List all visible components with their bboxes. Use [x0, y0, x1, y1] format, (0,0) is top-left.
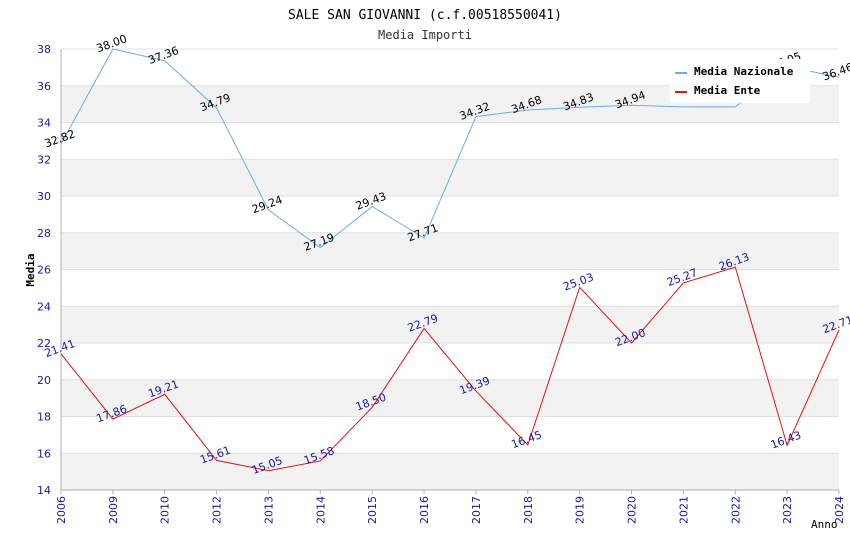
grid-band	[61, 306, 839, 343]
x-tick-label: 2009	[107, 496, 120, 524]
y-tick-label: 22	[37, 337, 51, 350]
x-ticks: 2006 2009 2010 2012 2013 2014 2015 2016 2017 2018…	[55, 490, 846, 524]
x-tick-label: 2018	[522, 496, 535, 524]
x-axis-label: Anno	[811, 518, 838, 531]
legend-label-media-ente: Media Ente	[694, 84, 761, 97]
y-tick-label: 18	[37, 411, 51, 424]
series-layer	[60, 48, 840, 472]
grid-band	[61, 343, 839, 380]
grid-band	[61, 416, 839, 454]
grid-band	[61, 122, 839, 160]
grid-band	[61, 196, 839, 233]
x-tick-label: 2015	[366, 496, 379, 524]
x-tick-label: 2010	[159, 496, 172, 524]
y-tick-label: 36	[37, 80, 51, 93]
y-tick-label: 16	[37, 447, 51, 460]
x-tick-label: 2019	[574, 496, 587, 524]
x-tick-label: 2023	[781, 496, 794, 524]
legend-box	[670, 59, 810, 103]
y-tick-label: 34	[37, 117, 51, 130]
grid-band	[61, 379, 839, 417]
x-tick-label: 2016	[418, 496, 431, 524]
x-tick-label: 2017	[470, 496, 483, 524]
series-line-media-nazionale	[60, 48, 840, 249]
y-tick-label: 24	[37, 300, 51, 313]
x-tick-label: 2006	[55, 496, 68, 524]
y-tick-label: 32	[37, 153, 51, 166]
grid-bands	[61, 49, 839, 490]
y-tick-label: 38	[37, 43, 51, 56]
x-tick-label: 2020	[626, 496, 639, 524]
x-tick-label: 2024	[833, 496, 846, 524]
chart-title: SALE SAN GIOVANNI (c.f.00518550041)	[288, 8, 562, 23]
chart-subtitle: Media Importi	[378, 28, 472, 42]
grid-band	[61, 453, 839, 490]
y-tick-label: 14	[37, 484, 51, 497]
x-tick-label: 2013	[262, 496, 275, 524]
grid-band	[61, 269, 839, 307]
grid-band	[61, 232, 839, 270]
y-tick-label: 26	[37, 264, 51, 277]
y-tick-label: 30	[37, 190, 51, 203]
x-tick-label: 2014	[314, 496, 327, 524]
series-line-media-ente	[60, 266, 840, 472]
y-tick-label: 28	[37, 227, 51, 240]
y-axis-label: Media	[24, 253, 37, 286]
x-tick-label: 2012	[211, 496, 224, 524]
y-ticks: 14 16 18 20 22 24 26 28 30 32 34 36 38	[37, 43, 51, 497]
x-tick-label: 2022	[729, 496, 742, 524]
x-tick-label: 2021	[677, 496, 690, 524]
y-tick-label: 20	[37, 374, 51, 387]
legend: Media Nazionale Media Ente	[670, 59, 810, 103]
legend-label-media-nazionale: Media Nazionale	[694, 65, 794, 78]
